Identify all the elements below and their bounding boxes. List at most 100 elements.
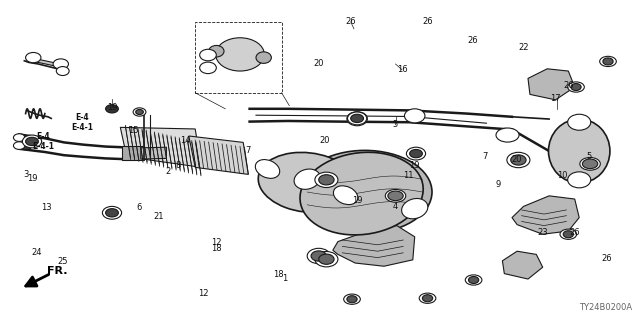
Text: 15: 15 — [128, 126, 138, 135]
Text: 19: 19 — [410, 161, 420, 170]
Ellipse shape — [26, 137, 38, 146]
Text: E-4-1: E-4-1 — [33, 142, 54, 151]
Ellipse shape — [136, 109, 143, 115]
Text: FR.: FR. — [47, 266, 68, 276]
Text: 7: 7 — [483, 152, 488, 161]
Ellipse shape — [294, 169, 320, 189]
Text: 13: 13 — [41, 203, 51, 212]
Ellipse shape — [102, 206, 122, 219]
Ellipse shape — [216, 38, 264, 71]
Text: 26: 26 — [563, 81, 573, 90]
Text: 12: 12 — [198, 289, 209, 298]
Ellipse shape — [560, 229, 577, 239]
Text: 17: 17 — [550, 94, 561, 103]
Ellipse shape — [106, 209, 118, 217]
Ellipse shape — [300, 152, 423, 235]
Polygon shape — [333, 226, 415, 266]
Text: 18: 18 — [273, 270, 284, 279]
Text: 20: 20 — [512, 155, 522, 164]
Ellipse shape — [600, 56, 616, 67]
Ellipse shape — [209, 45, 224, 57]
Ellipse shape — [347, 112, 367, 126]
Text: 3: 3 — [23, 170, 28, 179]
Text: E-4: E-4 — [36, 132, 51, 141]
Polygon shape — [502, 251, 543, 279]
Ellipse shape — [315, 252, 338, 267]
Polygon shape — [31, 58, 60, 67]
Ellipse shape — [256, 52, 271, 63]
Text: E-4: E-4 — [75, 113, 89, 122]
Text: 19: 19 — [352, 196, 362, 205]
Text: 5: 5 — [392, 120, 397, 129]
Ellipse shape — [307, 248, 330, 264]
Text: 9: 9 — [495, 180, 500, 189]
Text: 4: 4 — [393, 202, 398, 211]
Ellipse shape — [580, 157, 600, 170]
Text: 23: 23 — [538, 228, 548, 237]
Ellipse shape — [29, 137, 42, 146]
Text: 1: 1 — [282, 274, 287, 283]
Text: 18: 18 — [211, 244, 221, 253]
Text: 14: 14 — [180, 136, 191, 145]
Ellipse shape — [496, 128, 519, 142]
Text: 19: 19 — [107, 103, 117, 112]
Polygon shape — [120, 127, 202, 167]
Polygon shape — [528, 69, 575, 100]
Ellipse shape — [319, 175, 334, 185]
Ellipse shape — [404, 109, 425, 123]
Text: 5: 5 — [586, 152, 591, 161]
Ellipse shape — [13, 134, 25, 141]
Ellipse shape — [258, 152, 356, 212]
Text: 12: 12 — [211, 238, 221, 247]
Polygon shape — [189, 136, 248, 174]
Ellipse shape — [548, 119, 610, 183]
Polygon shape — [512, 196, 579, 234]
Ellipse shape — [402, 198, 428, 219]
Text: 24: 24 — [32, 248, 42, 257]
Ellipse shape — [465, 275, 482, 285]
Ellipse shape — [333, 186, 358, 204]
Ellipse shape — [568, 114, 591, 130]
Ellipse shape — [511, 155, 526, 165]
Ellipse shape — [26, 52, 41, 63]
Text: 20: 20 — [314, 59, 324, 68]
Ellipse shape — [468, 276, 479, 284]
Ellipse shape — [200, 62, 216, 74]
Text: 20: 20 — [320, 136, 330, 145]
Text: 26: 26 — [346, 17, 356, 26]
Text: 22: 22 — [518, 43, 529, 52]
Ellipse shape — [347, 296, 357, 303]
Ellipse shape — [133, 108, 146, 116]
Ellipse shape — [422, 295, 433, 302]
Text: 6: 6 — [137, 203, 142, 212]
Ellipse shape — [385, 189, 406, 202]
Text: 26: 26 — [570, 228, 580, 237]
Text: 8: 8 — [175, 161, 180, 170]
Text: 7: 7 — [246, 146, 251, 155]
Ellipse shape — [255, 160, 280, 178]
Ellipse shape — [507, 152, 530, 168]
Ellipse shape — [406, 147, 426, 160]
Ellipse shape — [351, 114, 364, 123]
Ellipse shape — [603, 58, 613, 65]
Text: 26: 26 — [602, 254, 612, 263]
Ellipse shape — [311, 251, 326, 261]
Ellipse shape — [56, 67, 69, 76]
Text: 11: 11 — [403, 171, 413, 180]
Ellipse shape — [582, 159, 598, 169]
Ellipse shape — [298, 150, 432, 234]
Ellipse shape — [106, 105, 118, 113]
Ellipse shape — [568, 172, 591, 188]
Text: E-4-1: E-4-1 — [71, 123, 93, 132]
Text: 16: 16 — [397, 65, 407, 74]
Text: 25: 25 — [58, 257, 68, 266]
Ellipse shape — [571, 84, 581, 91]
Ellipse shape — [22, 135, 42, 148]
Ellipse shape — [200, 49, 216, 61]
Polygon shape — [141, 147, 166, 159]
Ellipse shape — [344, 294, 360, 304]
Text: 10: 10 — [557, 171, 567, 180]
Text: TY24B0200A: TY24B0200A — [579, 303, 632, 312]
Ellipse shape — [568, 82, 584, 92]
Ellipse shape — [348, 112, 367, 125]
